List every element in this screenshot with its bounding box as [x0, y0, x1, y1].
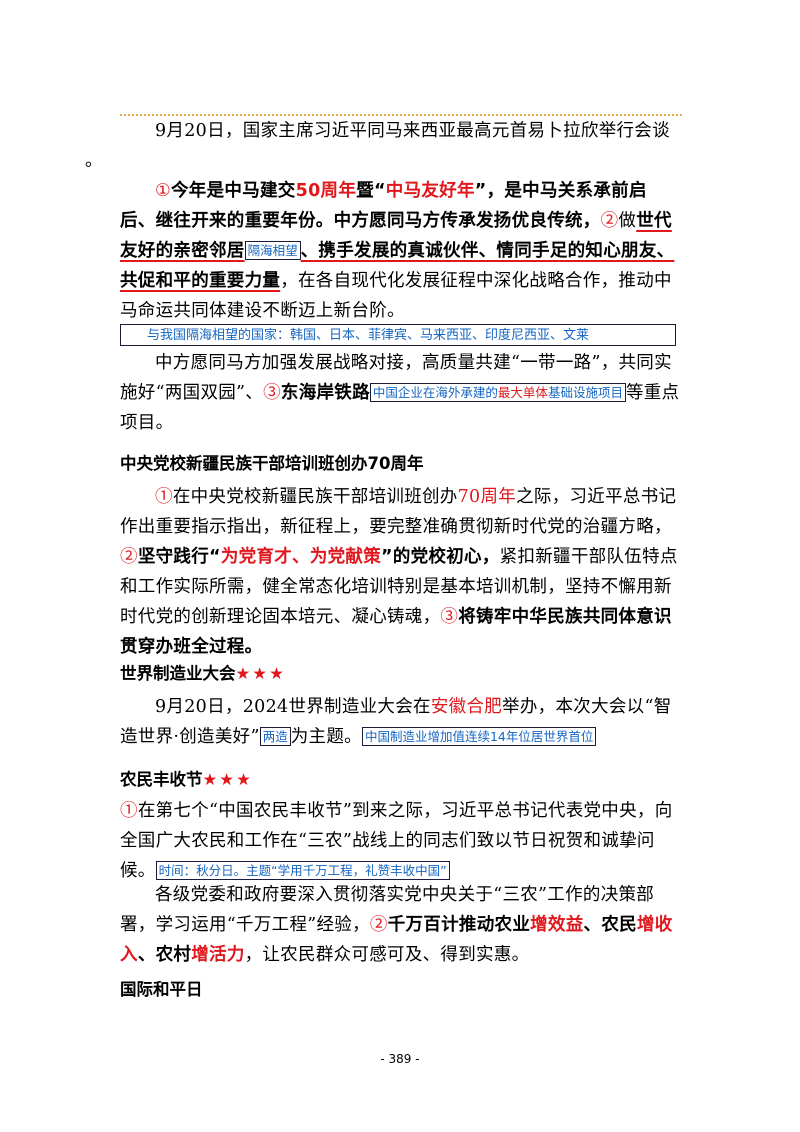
- star-rating: ★★★: [202, 770, 253, 789]
- annotation-box-railway: 中国企业在海外承建的最大单体基础设施项目: [369, 383, 626, 402]
- annotation-box-two-zao: 两造: [259, 727, 291, 746]
- annotation-box-manufacturing-rank: 中国制造业增加值连续14年位居世界首位: [361, 727, 597, 746]
- annotation-box-festival-theme: 时间：秋分日。主题“学用千万工程，礼赞丰收中国”: [155, 861, 450, 880]
- page-number: - 389 -: [380, 1052, 420, 1066]
- paragraph-harvest-festival: ①在第七个“中国农民丰收节”到来之际，习近平总书记代表党中央，向全国广大农民和工…: [120, 801, 673, 881]
- star-rating: ★★★: [235, 664, 286, 683]
- annotation-box-across-sea: 隔海相望: [244, 241, 301, 260]
- paragraph-china-malaysia: ①今年是中马建交50周年暨“中马友好年”，是中马关系承前启后、继往开来的重要年份…: [120, 181, 675, 321]
- circled-number-1: ①: [155, 181, 171, 201]
- paragraph-manufacturing: 9月20日，2024世界制造业大会在安徽合肥举办，本次大会以“智造世界·创造美好…: [120, 697, 672, 747]
- top-dotted-rule: [120, 114, 682, 116]
- heading-party-school: 中央党校新疆民族干部培训班创办70周年: [120, 454, 424, 473]
- note-neighboring-countries: 与我国隔海相望的国家：韩国、日本、菲律宾、马来西亚、印度尼西亚、文莱: [120, 324, 676, 346]
- paragraph-meeting-date: 9月20日，国家主席习近平同马来西亚最高元首易卜拉欣举行会谈。: [85, 121, 670, 171]
- heading-manufacturing: 世界制造业大会★★★: [120, 664, 286, 683]
- heading-harvest-festival: 农民丰收节★★★: [120, 770, 253, 789]
- circled-number-2: ②: [600, 211, 619, 231]
- heading-peace-day: 国际和平日: [120, 980, 203, 999]
- paragraph-belt-road: 中方愿同马方加强发展战略对接，高质量共建“一带一路”，共同实施好“两国双园”、③…: [120, 353, 680, 433]
- paragraph-party-school: ①在中央党校新疆民族干部培训班创办70周年之际，习近平总书记作出重要指示指出，新…: [120, 487, 678, 657]
- circled-number-3: ③: [263, 383, 281, 403]
- paragraph-rural-work: 各级党委和政府要深入贯彻落实党中央关于“三农”工作的决策部署，学习运用“千万工程…: [120, 885, 673, 965]
